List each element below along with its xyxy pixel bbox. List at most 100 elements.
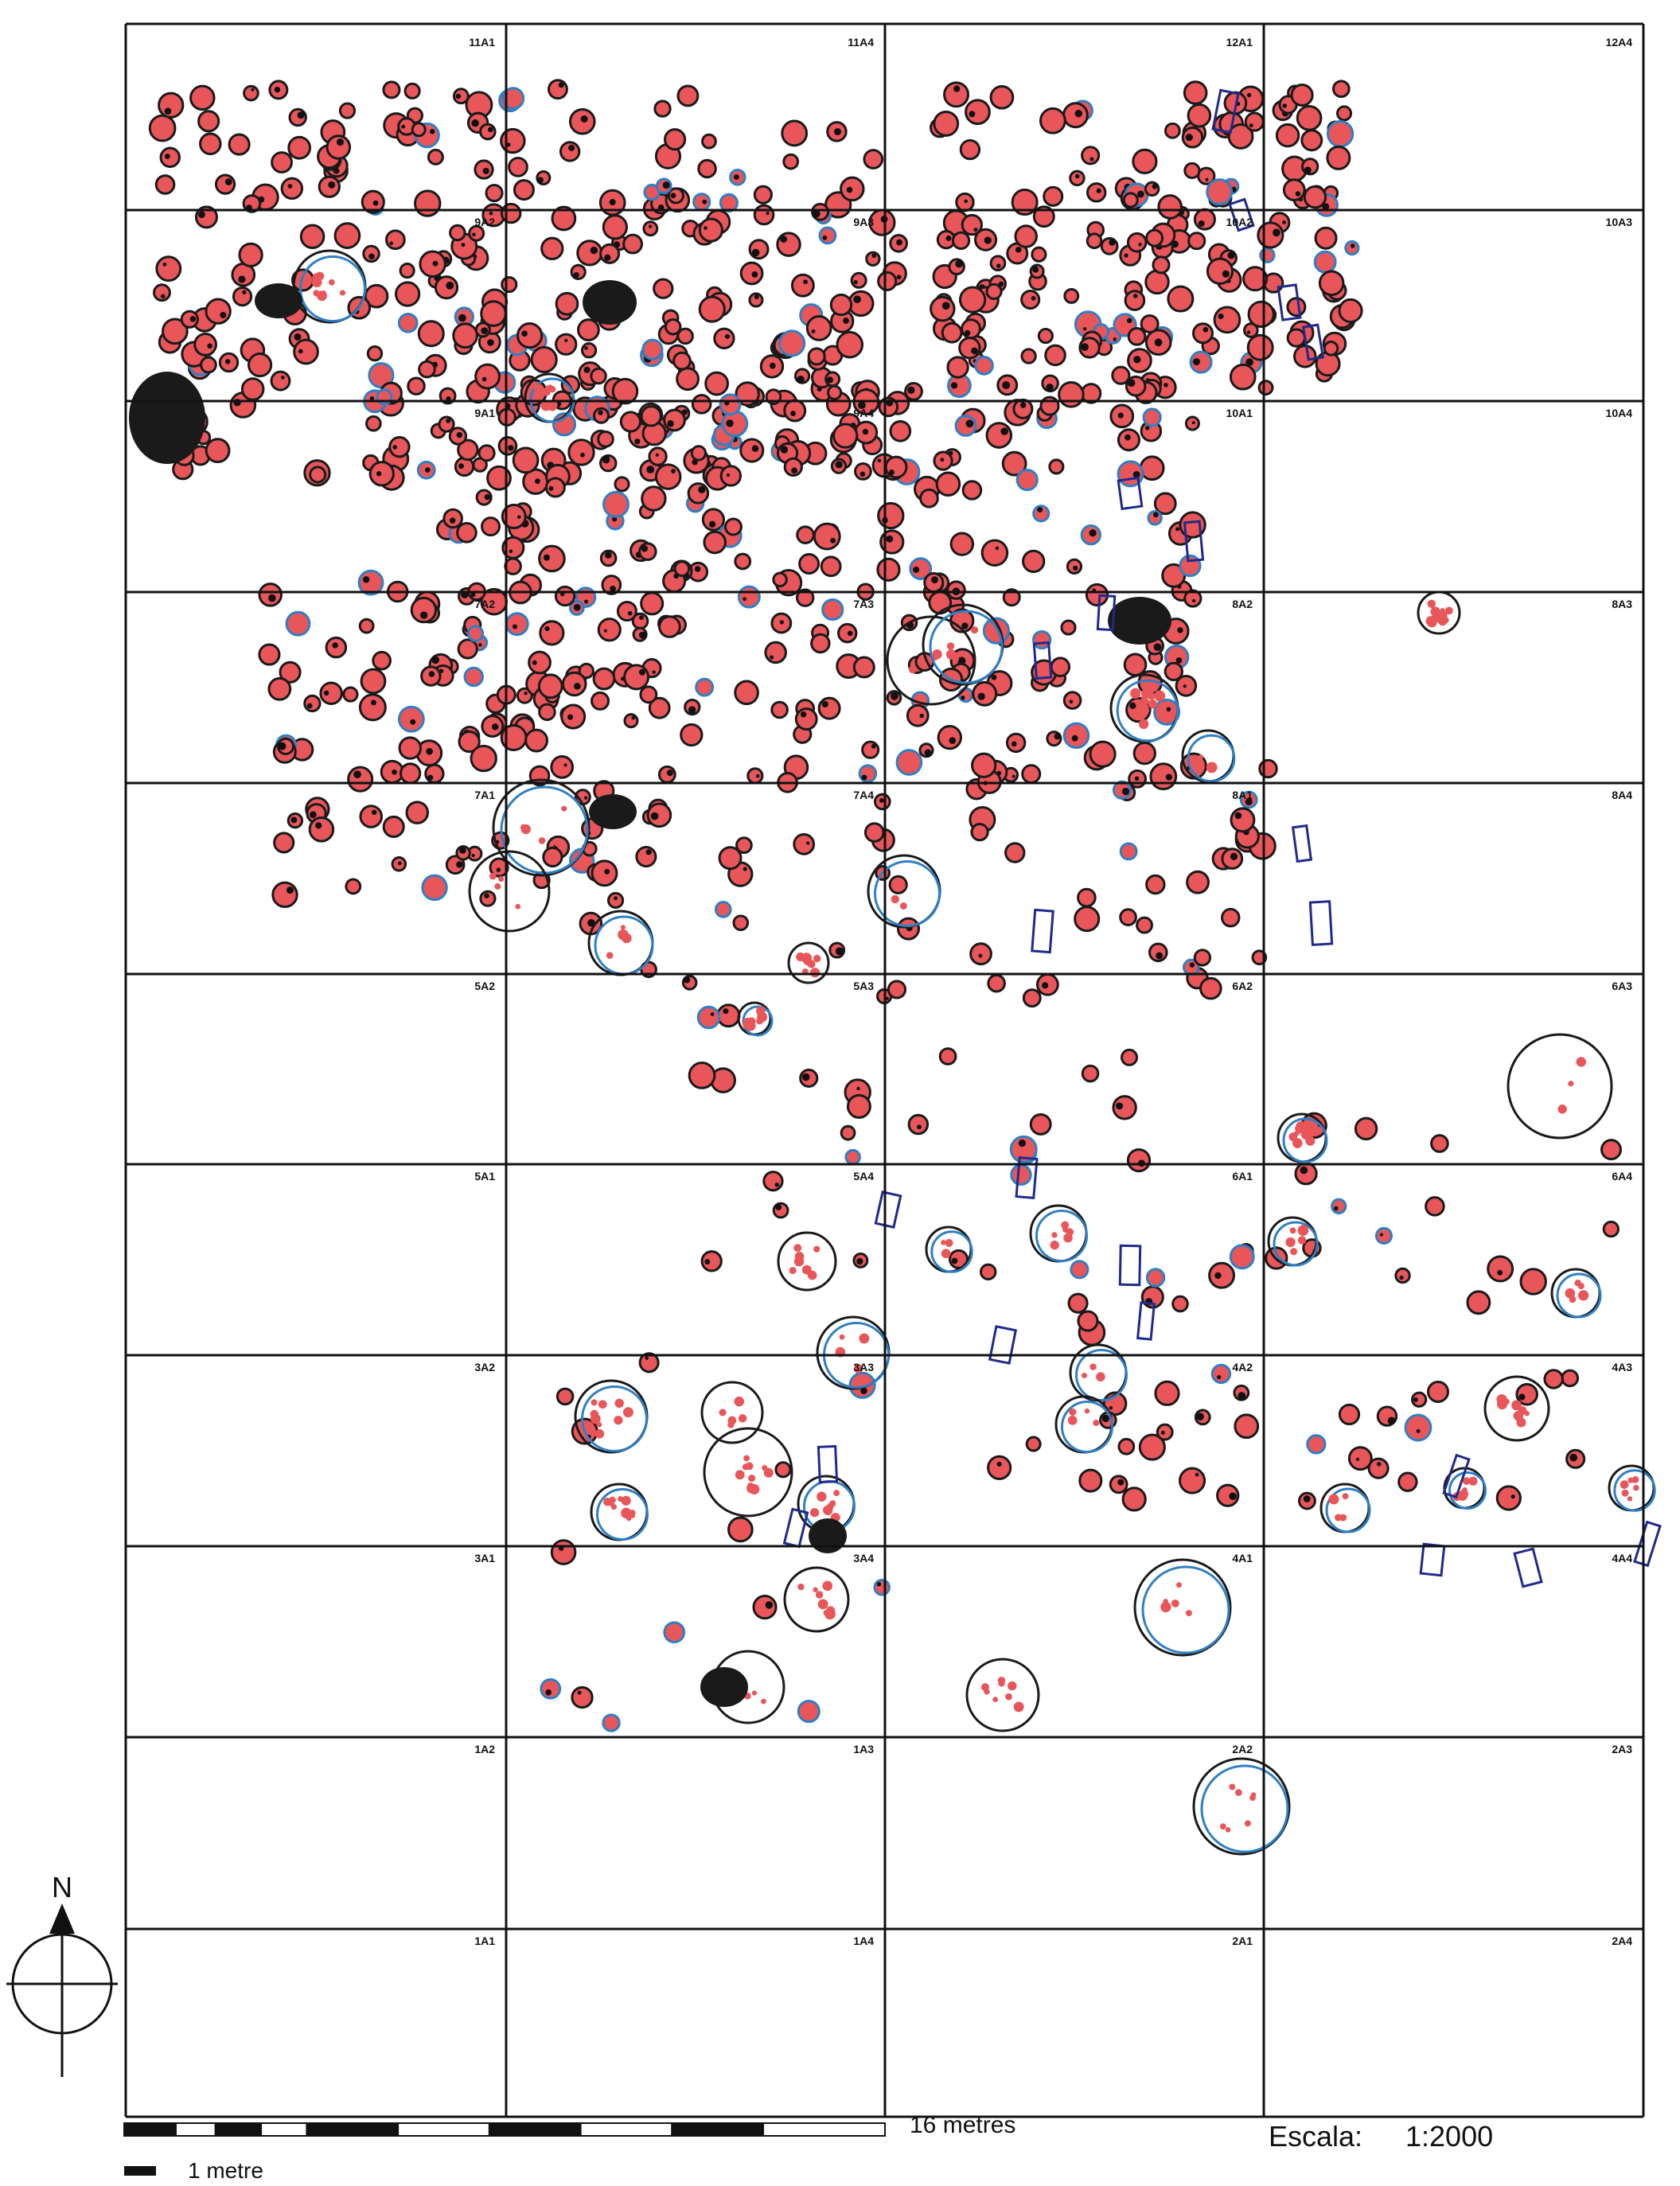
feature-pit: [1404, 1413, 1432, 1442]
feature-pit: [577, 318, 600, 341]
feature-large-blue-outline: [1448, 1471, 1487, 1510]
feature-pit: [1078, 1468, 1103, 1493]
feature-mark: [431, 656, 439, 664]
feature-pit: [364, 415, 382, 432]
feature-pit: [1286, 297, 1307, 318]
feature-pit: [961, 213, 984, 236]
feature-mark: [506, 142, 511, 147]
feature-pit: [501, 504, 527, 530]
feature-mark: [641, 545, 649, 552]
grid-label: 5A2: [474, 980, 495, 992]
feature-pit: [703, 530, 727, 555]
feature-pit: [957, 687, 974, 703]
feature-inclusion: [621, 1495, 631, 1506]
feature-mark: [645, 849, 652, 855]
feature-pit: [591, 691, 610, 711]
feature-pit: [877, 501, 905, 530]
feature-pit: [1039, 107, 1066, 134]
feature-pit: [500, 127, 526, 154]
feature-inclusion: [328, 279, 335, 286]
feature-rect-marker: [874, 1190, 902, 1229]
feature-mark: [951, 1257, 958, 1264]
feature-pit: [638, 1352, 660, 1374]
feature-mark: [563, 763, 567, 767]
feature-pit: [972, 680, 998, 707]
feature-pit: [638, 542, 657, 561]
feature-inclusion: [1229, 1783, 1236, 1790]
feature-pit: [1025, 1436, 1042, 1452]
feature-pit: [1123, 653, 1148, 677]
feature-pit: [474, 363, 501, 390]
feature-pit: [1183, 80, 1208, 105]
feature-mark: [238, 275, 246, 283]
feature-inclusion: [1568, 1081, 1574, 1087]
feature-pit: [1179, 1467, 1206, 1494]
feature-large-blue-outline: [596, 1488, 649, 1541]
feature-inclusion: [1084, 1408, 1090, 1414]
feature-mark: [1002, 381, 1011, 390]
feature-rect-marker: [988, 1325, 1018, 1365]
grid-label: 3A3: [853, 1361, 874, 1374]
feature-mark: [1121, 787, 1130, 796]
feature-mark: [484, 493, 491, 501]
feature-pit: [1022, 549, 1046, 574]
feature-pit: [1020, 348, 1037, 364]
feature-mark: [392, 769, 397, 775]
feature-mark: [516, 515, 521, 520]
grid-label: 11A4: [848, 36, 874, 49]
feature-pit: [1022, 988, 1042, 1008]
feature-pit: [189, 84, 216, 111]
scale-bar: [123, 2122, 886, 2137]
feature-pit: [368, 461, 395, 487]
feature-pit: [1187, 232, 1206, 251]
feature-large-outline: [1029, 1204, 1088, 1263]
feature-pit: [676, 327, 694, 345]
features-layer: [129, 79, 1662, 1856]
scale-segment: [214, 2122, 263, 2137]
feature-inclusion: [992, 1697, 999, 1703]
feature-pit: [1294, 1162, 1318, 1186]
feature-mark: [1333, 1206, 1339, 1211]
feature-mark: [877, 458, 882, 463]
feature-pit: [1132, 148, 1158, 175]
scale-segment: [579, 2122, 673, 2137]
feature-pit: [410, 596, 438, 624]
feature-pit: [701, 508, 726, 532]
feature-mark: [428, 671, 435, 677]
feature-mark: [604, 868, 610, 875]
feature-mark: [649, 224, 653, 228]
feature-mark: [1054, 733, 1061, 740]
feature-mark: [726, 473, 730, 477]
feature-mark: [1046, 383, 1054, 392]
feature-mark: [268, 594, 276, 602]
feature-mark: [662, 181, 670, 189]
feature-pit: [695, 677, 715, 697]
feature-mark: [1101, 1414, 1110, 1423]
feature-mark: [458, 314, 466, 322]
feature-mark: [573, 682, 581, 690]
feature-mark: [1037, 507, 1043, 513]
feature-mark: [835, 461, 843, 469]
feature-mark: [667, 420, 674, 427]
feature-pit: [1145, 228, 1164, 247]
feature-mark: [1073, 565, 1078, 571]
feature-pit: [648, 696, 671, 719]
feature-mark: [397, 861, 402, 866]
feature-pit: [848, 1371, 876, 1399]
feature-inclusion: [1511, 1400, 1522, 1411]
feature-pit: [240, 377, 265, 401]
grid-label: 4A1: [1232, 1552, 1253, 1564]
feature-pit: [458, 730, 481, 754]
feature-mark: [1117, 1479, 1125, 1486]
grid-label: 8A1: [1232, 789, 1253, 801]
feature-mark: [843, 318, 849, 324]
feature-pit: [1164, 122, 1181, 139]
feature-mark: [652, 670, 656, 674]
feature-pit: [1543, 1369, 1564, 1389]
feature-mark: [765, 1601, 774, 1609]
feature-pit: [1282, 178, 1306, 202]
feature-mark: [294, 333, 302, 341]
feature-mark: [251, 88, 255, 92]
feature-mark: [770, 655, 774, 660]
feature-inclusion: [945, 1238, 953, 1247]
